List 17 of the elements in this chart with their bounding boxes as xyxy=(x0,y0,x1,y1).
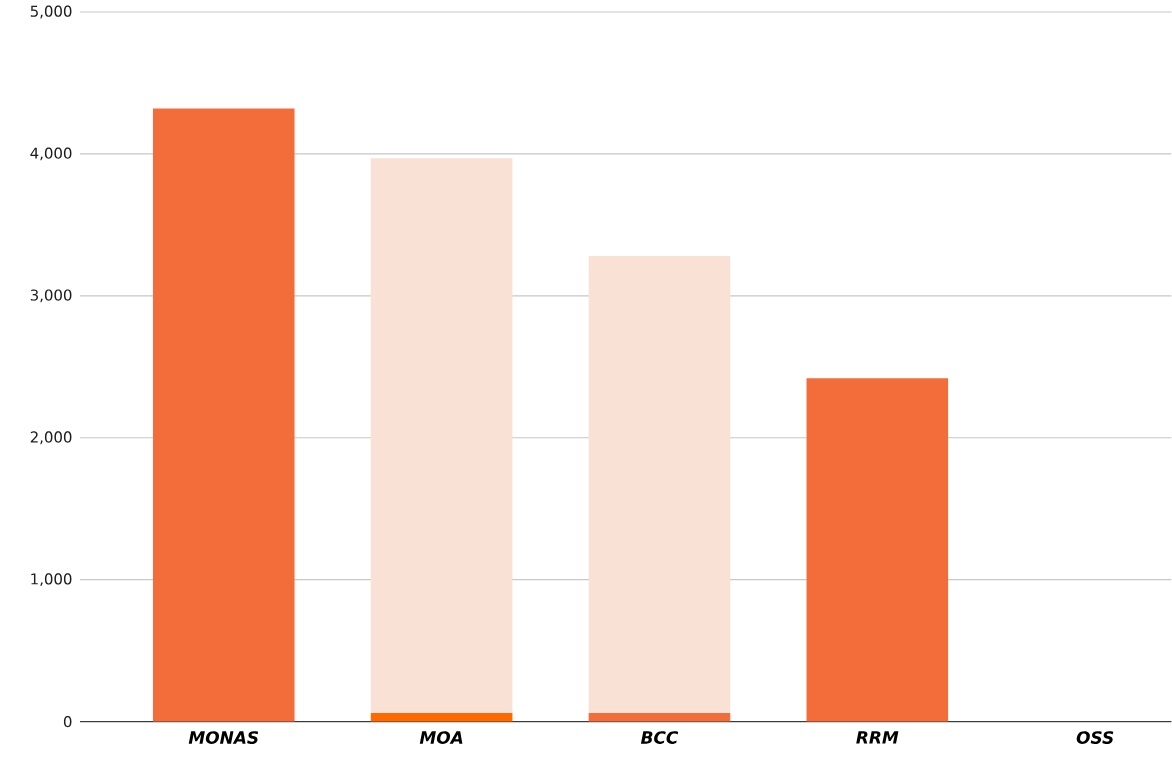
x-tick-label: OSS xyxy=(1076,731,1114,745)
y-tick-label: 3,000 xyxy=(30,289,72,303)
bar xyxy=(370,158,513,714)
x-tick-label: RRM xyxy=(856,731,899,744)
y-tick-label: 2,000 xyxy=(30,431,72,445)
y-tick-label: 5,000 xyxy=(30,5,72,19)
x-tick-label: MONAS xyxy=(188,731,259,745)
x-tick-label: BCC xyxy=(640,731,679,745)
bar xyxy=(806,378,949,722)
y-tick-label: 1,000 xyxy=(31,573,72,587)
bar xyxy=(588,713,731,722)
y-tick-label: 4,000 xyxy=(30,147,72,161)
bar xyxy=(588,256,731,714)
bar xyxy=(152,108,295,722)
y-tick-label: 0 xyxy=(63,716,72,728)
x-tick-label: MOA xyxy=(419,731,463,745)
bar xyxy=(370,713,513,722)
